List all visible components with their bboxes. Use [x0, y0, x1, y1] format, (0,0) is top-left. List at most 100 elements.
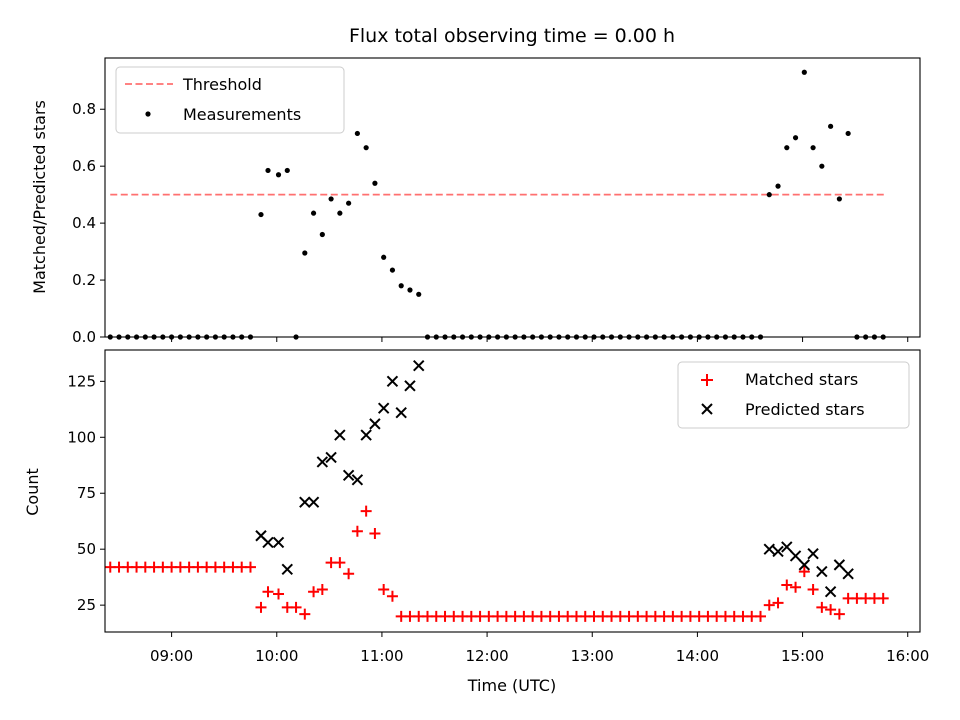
x-tick-label: 09:00 [150, 647, 193, 665]
x-tick-label: 15:00 [781, 647, 824, 665]
measurement-point [337, 210, 343, 216]
predicted-star-point [763, 543, 775, 555]
predicted-star-point [307, 496, 320, 508]
matched-star-point [369, 528, 381, 540]
predicted-star-point [377, 402, 390, 414]
chart-title: Flux total observing time = 0.00 h [349, 25, 675, 47]
x-tick-label: 16:00 [886, 647, 929, 665]
matched-star-point [273, 588, 285, 600]
predicted-star-point [816, 565, 828, 578]
matched-star-point [255, 601, 267, 613]
measurement-point [258, 211, 264, 218]
measurement-point [372, 180, 378, 186]
predicted-star-point [262, 536, 274, 549]
measurement-point [398, 283, 404, 289]
legend-matched-swatch [701, 374, 713, 386]
matched-star-point [755, 610, 767, 622]
measurement-point [801, 69, 807, 75]
x-tick-label: 14:00 [676, 647, 719, 665]
predicted-star-point [781, 541, 793, 553]
predicted-star-point [789, 550, 802, 562]
measurement-point [310, 210, 317, 216]
top-panel: Flux total observing time = 0.00 h Match… [30, 25, 921, 346]
predicted-star-point [395, 406, 407, 419]
predicted-star-point [842, 568, 854, 580]
bottom-y-tick-label: 25 [77, 596, 96, 614]
measurement-point [775, 183, 781, 189]
matched-star-point [290, 601, 302, 613]
measurement-point [828, 123, 834, 129]
predicted-star-point [272, 536, 285, 549]
matched-star-point [807, 583, 819, 595]
predicted-star-point [281, 563, 293, 576]
legend-predicted-label: Predicted stars [745, 400, 865, 419]
predicted-star-point [360, 429, 372, 441]
x-tick-label: 12:00 [465, 647, 508, 665]
bottom-y-tick-label: 100 [67, 428, 96, 446]
matched-star-point [262, 586, 274, 598]
bottom-panel: Count Time (UTC) 25 50 75 100 125 09:00 10:00 1… [23, 349, 929, 695]
top-y-axis-label: Matched/Predicted stars [30, 100, 49, 294]
measurement-point [381, 254, 387, 260]
x-axis-label: Time (UTC) [467, 676, 556, 695]
predicted-star-point [798, 559, 811, 571]
measurement-point [284, 167, 290, 174]
measurement-point [836, 196, 842, 202]
top-y-tick-label: 0.6 [72, 157, 96, 175]
measurement-point [819, 163, 825, 169]
matched-star-point [378, 583, 390, 595]
matched-star-point [299, 608, 311, 620]
top-y-tick-label: 0.4 [72, 214, 96, 232]
legend-matched-label: Matched stars [745, 370, 858, 389]
measurement-point [792, 135, 799, 141]
x-tick-label: 11:00 [360, 647, 403, 665]
top-y-tick-label: 0.2 [72, 271, 96, 289]
x-tick-label: 13:00 [571, 647, 614, 665]
legend-measurements-swatch [145, 111, 151, 117]
matched-star-point [833, 608, 845, 620]
predicted-star-point [334, 429, 346, 441]
bottom-plot-area: 25 50 75 100 125 09:00 10:00 11:00 12:00 13:00 14:… [67, 359, 929, 665]
measurement-point [810, 145, 816, 151]
predicted-star-point [351, 474, 364, 486]
measurement-point [275, 172, 282, 178]
legend-threshold-label: Threshold [182, 75, 262, 94]
measurement-point [354, 130, 360, 137]
top-y-tick-label: 0.0 [72, 328, 96, 346]
x-tick-label: 10:00 [255, 647, 298, 665]
matched-star-point [825, 604, 837, 616]
matched-star-point [334, 557, 346, 569]
matched-star-point [790, 581, 802, 593]
matched-star-point [351, 525, 363, 537]
measurement-point [319, 231, 325, 238]
measurement-point [302, 250, 308, 256]
bottom-legend: Matched stars Predicted stars [677, 361, 910, 429]
matched-star-point [386, 590, 398, 602]
bottom-y-axis-label: Count [23, 468, 42, 516]
predicted-star-point [413, 359, 425, 372]
predicted-star-point [404, 380, 416, 392]
bottom-y-tick-label: 75 [77, 484, 96, 502]
matched-star-point [798, 566, 810, 578]
predicted-star-point [316, 456, 329, 468]
matched-star-point [244, 561, 256, 573]
matched-star-point [781, 579, 793, 591]
matched-star-point [816, 601, 828, 613]
measurement-point [784, 145, 790, 151]
bottom-y-tick-label: 125 [67, 372, 96, 390]
predicted-star-point [325, 451, 337, 464]
predicted-star-point [772, 545, 784, 558]
matched-star-point [360, 505, 372, 517]
measurement-point [766, 192, 772, 198]
measurement-point [346, 200, 352, 206]
measurement-point [265, 167, 271, 174]
predicted-star-point [807, 547, 819, 560]
matched-star-point [772, 597, 784, 609]
legend-predicted-swatch [701, 403, 713, 415]
top-y-tick-label: 0.8 [72, 100, 96, 118]
measurement-point [389, 267, 396, 273]
matched-star-point [877, 592, 889, 604]
predicted-star-point [299, 496, 311, 508]
predicted-star-point [386, 375, 399, 388]
